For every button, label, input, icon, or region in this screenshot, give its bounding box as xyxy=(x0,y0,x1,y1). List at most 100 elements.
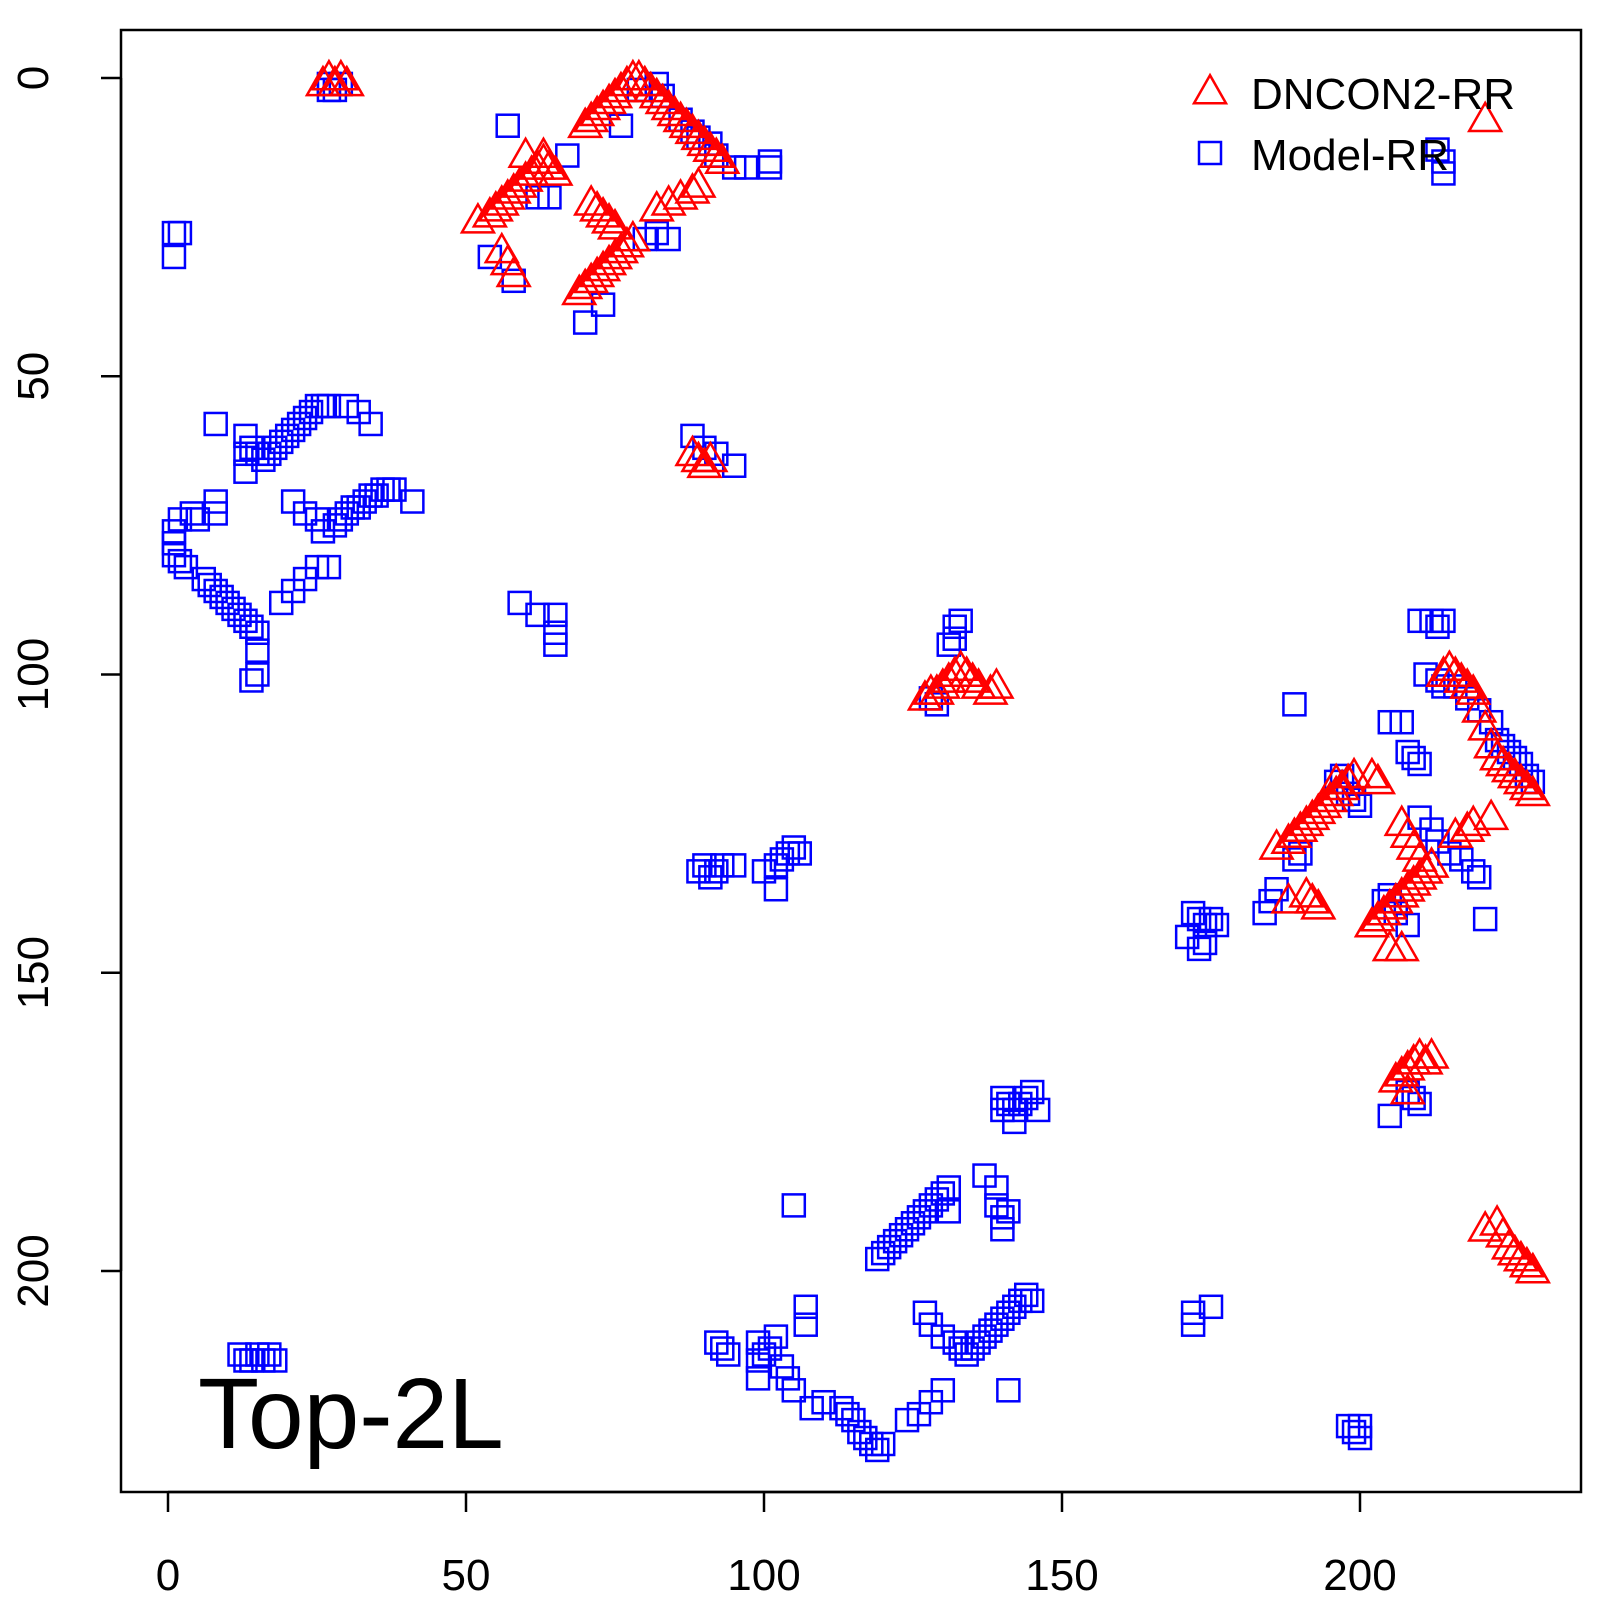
data-point-square xyxy=(793,1294,818,1320)
data-point-triangle xyxy=(906,679,944,711)
data-point-triangle xyxy=(525,136,562,168)
y-tick-label: 0 xyxy=(9,66,58,90)
annotation-label: Top-2L xyxy=(198,1358,504,1470)
data-point-square xyxy=(990,1216,1015,1242)
data-point-triangle xyxy=(322,58,359,91)
data-point-square xyxy=(990,1097,1015,1123)
data-point-square xyxy=(161,244,187,270)
data-point-triangle xyxy=(1359,762,1397,795)
data-point-square xyxy=(1341,1419,1367,1445)
data-point-square xyxy=(239,614,264,640)
data-point-square xyxy=(400,489,425,514)
data-point-triangle xyxy=(662,177,699,210)
data-point-triangle xyxy=(1306,786,1343,819)
data-point-square xyxy=(316,554,342,580)
data-point-triangle xyxy=(686,124,723,157)
data-point-triangle xyxy=(1377,1060,1414,1093)
data-point-triangle xyxy=(584,249,622,282)
data-point-triangle xyxy=(1496,756,1534,789)
data-point-triangle xyxy=(1323,768,1361,801)
data-point-triangle xyxy=(1490,750,1528,783)
data-point-square xyxy=(525,602,550,628)
data-point-triangle xyxy=(668,106,705,139)
data-point-square xyxy=(715,1342,741,1367)
data-point-triangle xyxy=(1312,780,1349,813)
data-point-triangle xyxy=(674,172,711,204)
series-dncon2-rr xyxy=(304,58,1551,1284)
data-point-square xyxy=(1019,1288,1045,1314)
data-point-square xyxy=(1198,1294,1224,1320)
data-point-triangle xyxy=(686,446,723,479)
data-point-square xyxy=(1347,1413,1373,1439)
y-tick-label: 150 xyxy=(9,936,58,1009)
x-tick-label: 200 xyxy=(1323,1551,1396,1600)
data-point-square xyxy=(757,155,783,180)
data-point-triangle xyxy=(596,207,634,240)
plot-area-frame xyxy=(119,28,1583,1494)
data-point-square xyxy=(930,1181,956,1206)
data-point-square xyxy=(721,853,747,878)
data-point-square xyxy=(1180,1312,1206,1337)
data-point-square xyxy=(936,1199,962,1224)
data-point-triangle xyxy=(698,136,735,168)
data-point-triangle xyxy=(1389,869,1426,902)
data-point-triangle xyxy=(948,655,985,687)
data-point-square xyxy=(1431,161,1456,186)
data-point-triangle xyxy=(632,70,669,103)
x-tick-label: 150 xyxy=(1025,1551,1098,1600)
data-point-square xyxy=(870,1431,896,1457)
data-point-square xyxy=(757,149,783,174)
y-tick-label: 200 xyxy=(9,1234,58,1307)
data-point-triangle xyxy=(596,237,634,270)
data-point-triangle xyxy=(1478,738,1516,771)
data-point-square xyxy=(203,501,228,526)
data-point-triangle xyxy=(1371,887,1408,920)
data-point-triangle xyxy=(1335,756,1373,789)
data-point-square xyxy=(864,1437,890,1463)
data-point-square xyxy=(1025,1097,1051,1123)
data-point-triangle xyxy=(692,440,729,473)
data-point-triangle xyxy=(918,673,955,705)
data-point-square xyxy=(656,226,681,252)
data-point-square xyxy=(543,632,568,657)
data-point-triangle xyxy=(1353,905,1391,938)
x-tick-label: 100 xyxy=(727,1551,800,1600)
data-point-triangle xyxy=(1484,744,1522,777)
data-point-triangle xyxy=(972,673,1009,705)
data-point-triangle xyxy=(489,177,526,210)
data-point-triangle xyxy=(1258,828,1295,860)
data-point-triangle xyxy=(1437,816,1474,849)
data-point-triangle xyxy=(578,189,616,222)
data-point-triangle xyxy=(954,661,991,693)
data-point-triangle xyxy=(1496,1233,1534,1266)
data-point-triangle xyxy=(567,267,604,300)
data-point-square xyxy=(245,662,270,687)
legend-symbol-triangle xyxy=(1191,72,1229,105)
data-point-triangle xyxy=(584,88,622,121)
data-point-square xyxy=(257,1342,282,1367)
data-point-triangle xyxy=(1508,1245,1546,1278)
data-point-triangle xyxy=(614,219,652,252)
data-point-triangle xyxy=(930,661,967,693)
data-point-square xyxy=(179,501,205,526)
data-point-square xyxy=(185,507,211,532)
legend: DNCON2-RR Model-RR xyxy=(1191,70,1515,180)
data-point-triangle xyxy=(662,100,699,133)
data-point-triangle xyxy=(1490,1227,1528,1260)
data-point-triangle xyxy=(602,70,640,103)
data-point-square xyxy=(358,411,383,437)
data-point-triangle xyxy=(525,142,562,174)
data-point-triangle xyxy=(1502,1239,1540,1272)
data-point-triangle xyxy=(692,130,729,163)
data-point-square xyxy=(936,632,962,657)
data-point-triangle xyxy=(578,94,616,127)
data-point-triangle xyxy=(1467,1209,1504,1242)
data-point-triangle xyxy=(1282,810,1319,843)
data-point-square xyxy=(1401,745,1426,771)
data-point-triangle xyxy=(578,255,616,288)
data-point-triangle xyxy=(656,94,693,127)
data-point-square xyxy=(572,310,598,335)
data-point-triangle xyxy=(477,189,514,222)
data-point-triangle xyxy=(1294,881,1331,914)
